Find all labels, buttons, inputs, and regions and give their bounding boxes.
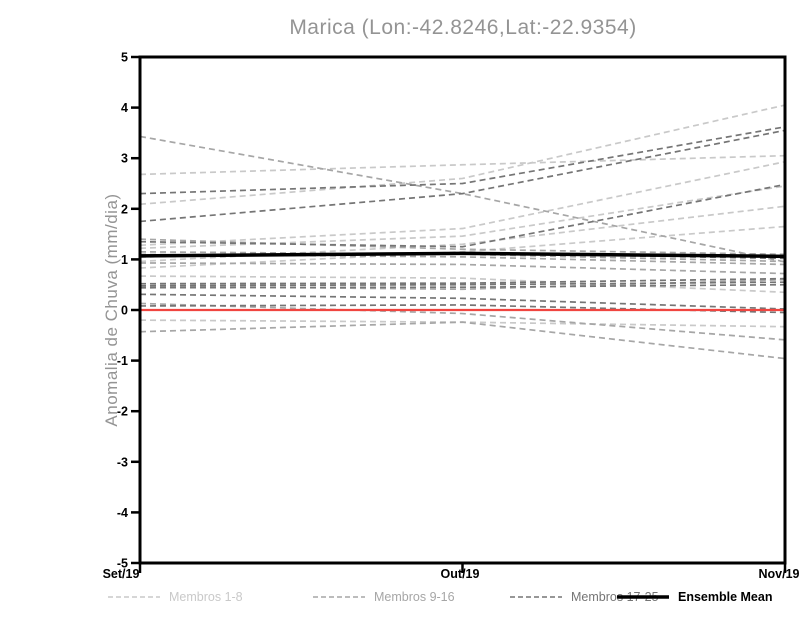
ensemble-member-line	[139, 160, 786, 247]
ensemble-member-line	[139, 302, 786, 341]
ensemble-member-line	[139, 238, 786, 256]
plot-frame	[138, 55, 787, 565]
legend-item-membros-17-25: Membros 17-25	[509, 588, 659, 606]
legend-item-membros-1-8: Membros 1-8	[107, 588, 243, 606]
ensemble-member-line	[139, 277, 786, 285]
chart-title: Marica (Lon:-42.8246,Lat:-22.9354)	[289, 16, 637, 39]
y-tick-label: -5	[117, 557, 128, 571]
ensemble-mean-line	[139, 251, 786, 259]
y-tick-label: -4	[117, 506, 128, 520]
ensemble-member-line	[139, 319, 786, 328]
x-tick-label: Out/19	[441, 567, 480, 581]
legend-item-membros-9-16: Membros 9-16	[312, 588, 455, 606]
y-tick-label: -3	[117, 455, 128, 469]
ensemble-member-line	[139, 154, 786, 176]
ensemble-member-line	[139, 278, 786, 291]
y-tick-label: 0	[121, 304, 128, 318]
ensemble-member-line	[139, 129, 786, 223]
ensemble-member-line	[139, 281, 786, 287]
ensemble-member-line	[139, 253, 786, 266]
ensemble-member-line	[139, 125, 786, 195]
solid-line-sample-icon	[617, 595, 669, 599]
ensemble-member-line	[139, 205, 786, 263]
y-tick-label: 5	[121, 51, 128, 65]
legend-label: Membros 1-8	[169, 590, 243, 604]
ensemble-member-line	[139, 293, 786, 310]
legend-label: Ensemble Mean	[678, 590, 773, 604]
x-tick-label: Set/19	[103, 567, 140, 581]
ensemble-member-line	[139, 185, 786, 250]
dashed-line-sample-icon	[510, 596, 562, 598]
legend: Membros 1-8 Membros 9-16 Membros 17-25 E…	[0, 588, 800, 608]
legend-label: Membros 9-16	[374, 590, 455, 604]
ensemble-member-line	[139, 104, 786, 206]
y-tick-label: -1	[117, 354, 128, 368]
ensemble-member-line	[139, 183, 786, 248]
y-tick-label: -2	[117, 405, 128, 419]
y-tick-label: 3	[121, 152, 128, 166]
y-tick-label: 4	[121, 101, 128, 115]
ensemble-member-line	[139, 321, 786, 360]
ensemble-member-line	[139, 304, 786, 314]
y-tick-label: 1	[121, 253, 128, 267]
x-tick-label: Nov/19	[759, 567, 800, 581]
ensemble-member-line	[139, 135, 786, 263]
legend-item-ensemble-mean: Ensemble Mean	[616, 588, 772, 606]
ensemble-member-line	[139, 262, 786, 275]
ensemble-member-line	[139, 275, 786, 294]
y-tick-label: 2	[121, 202, 128, 216]
legend-label: Membros 17-25	[571, 590, 659, 604]
ensemble-member-line	[139, 283, 786, 289]
dashed-line-sample-icon	[313, 596, 365, 598]
dashed-line-sample-icon	[108, 596, 160, 598]
